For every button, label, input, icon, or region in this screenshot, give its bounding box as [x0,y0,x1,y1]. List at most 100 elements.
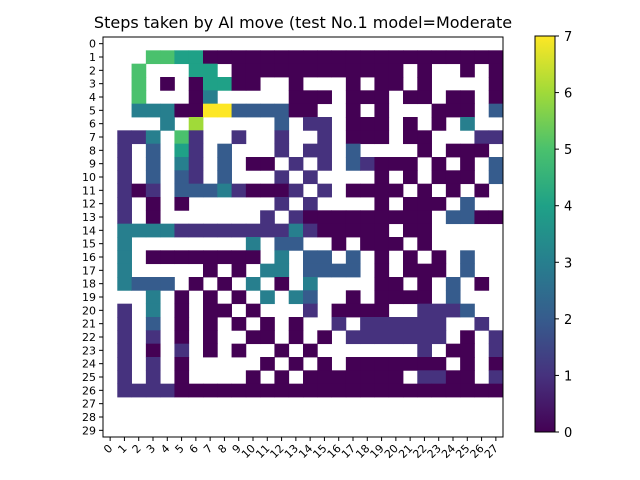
heatmap-cell [360,370,375,385]
heatmap-cell [203,77,218,91]
heatmap-cell [288,317,304,331]
colorbar-tick-label: 1 [564,369,572,384]
heatmap-cell [274,117,290,131]
heatmap-cell [445,383,461,398]
heatmap-cell [145,130,161,145]
heatmap-cell [388,157,404,171]
heatmap-cell [174,383,190,398]
heatmap-cell [288,290,304,305]
heatmap-cell [160,383,175,398]
heatmap-cell [374,250,390,265]
heatmap-cell [317,210,332,225]
heatmap-cell [431,50,447,65]
heatmap-cell [388,77,404,91]
heatmap-cell [245,77,261,91]
heatmap-cell [345,210,361,225]
heatmap-cell [217,183,232,198]
heatmap-cell [303,103,318,118]
heatmap-cell [488,103,504,118]
heatmap-cell [403,117,418,131]
heatmap-cell [188,77,204,91]
heatmap-cell [231,50,247,65]
heatmap-cell [403,357,418,371]
heatmap-cell [417,303,432,318]
heatmap-cell [303,170,318,185]
heatmap-cell [460,370,475,385]
y-tick-label: 10 [82,171,96,184]
heatmap-cell [431,263,447,278]
heatmap-cell [460,50,475,65]
heatmap-cell [288,63,304,78]
heatmap-cell [188,117,204,131]
heatmap-cell [117,197,132,211]
heatmap-cell [488,63,504,78]
heatmap-cell [160,223,175,238]
heatmap-cell [274,197,290,211]
heatmap-cell [145,170,161,185]
heatmap-cell [231,130,247,145]
heatmap-cell [445,103,461,118]
y-tick-label: 4 [89,91,96,104]
y-tick-label: 25 [82,371,96,384]
heatmap-cell [274,237,290,251]
heatmap-cell [417,263,432,278]
heatmap-cell [288,357,304,371]
heatmap-cell [160,50,175,65]
heatmap-cell [274,183,290,198]
heatmap-cell [260,383,275,398]
y-tick-label: 23 [82,344,96,357]
heatmap-cell [231,290,247,305]
heatmap-cell [388,183,404,198]
heatmap-cell [331,317,347,331]
heatmap-cell [131,130,147,145]
heatmap-cell [131,63,147,78]
heatmap-cell [388,50,404,65]
heatmap-cell [403,90,418,105]
heatmap-cell [317,130,332,145]
heatmap-cell [345,117,361,131]
heatmap-cell [374,117,390,131]
heatmap-cell [388,277,404,291]
heatmap-cell [431,330,447,345]
heatmap-cell [260,50,275,65]
x-tick-label: 6 [187,442,201,456]
heatmap-cell [260,63,275,78]
heatmap-cell [403,130,418,145]
y-tick-label: 1 [89,51,96,64]
heatmap-cell [303,223,318,238]
heatmap-cell [460,90,475,105]
heatmap-cell [174,130,190,145]
heatmap-cell [331,263,347,278]
heatmap-cell [317,143,332,158]
heatmap-cell [431,197,447,211]
heatmap-cell [160,277,175,291]
heatmap-cell [288,223,304,238]
heatmap-cell [303,263,318,278]
heatmap-cell [145,290,161,305]
y-tick-label: 16 [82,251,96,264]
heatmap-cell [160,77,175,91]
heatmap-cell [460,157,475,171]
heatmap-cell [303,210,318,225]
heatmap-cell [403,170,418,185]
heatmap-cell [188,90,204,105]
colorbar-gradient [534,35,556,433]
heatmap-cell [388,383,404,398]
y-tick-label: 26 [82,384,96,397]
heatmap-cell [288,77,304,91]
heatmap-cell [145,210,161,225]
heatmap-cell [474,143,490,158]
heatmap-cell [245,303,261,318]
heatmap-cell [260,223,275,238]
y-tick-label: 24 [82,358,96,371]
heatmap-cell [203,330,218,345]
heatmap-cell [303,90,318,105]
heatmap-cell [360,183,375,198]
heatmap-cell [488,90,504,105]
y-tick-label: 15 [82,238,96,251]
heatmap-cell [303,50,318,65]
heatmap-cell [274,343,290,358]
heatmap-cell [317,383,332,398]
heatmap-cell [217,250,232,265]
